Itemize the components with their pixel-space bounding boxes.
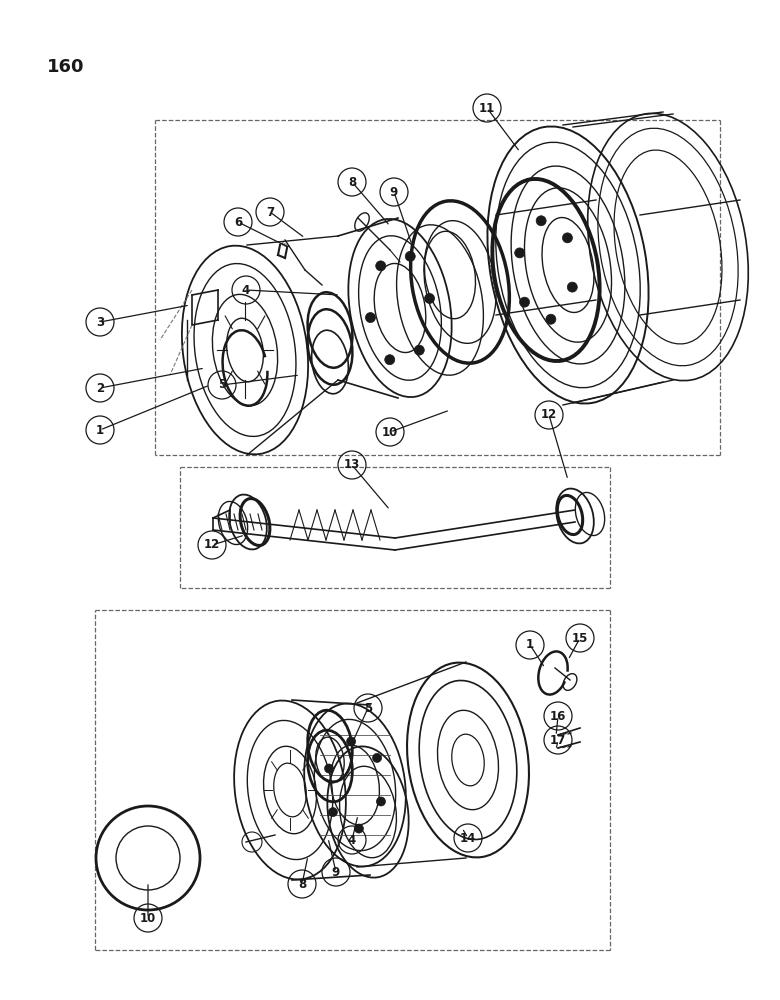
Circle shape (346, 737, 356, 746)
Text: 2: 2 (96, 381, 104, 394)
Text: 160: 160 (47, 58, 84, 76)
Circle shape (414, 345, 424, 355)
Circle shape (376, 261, 386, 271)
Circle shape (377, 797, 385, 806)
Text: 4: 4 (242, 284, 250, 296)
Circle shape (515, 248, 525, 258)
Text: 12: 12 (204, 538, 220, 552)
Text: 10: 10 (140, 912, 156, 924)
Circle shape (406, 251, 415, 261)
Circle shape (354, 824, 363, 833)
Text: 9: 9 (332, 865, 340, 879)
Text: 17: 17 (550, 734, 566, 746)
Text: 10: 10 (382, 426, 398, 438)
Text: 14: 14 (460, 832, 476, 844)
Text: 15: 15 (572, 632, 588, 645)
Circle shape (562, 233, 573, 243)
Text: 7: 7 (266, 206, 274, 219)
Circle shape (536, 216, 546, 226)
Text: 13: 13 (344, 458, 360, 472)
Circle shape (366, 313, 375, 323)
Text: 1: 1 (526, 639, 534, 652)
Text: 4: 4 (348, 834, 356, 846)
Text: 8: 8 (298, 878, 306, 890)
Text: 16: 16 (550, 710, 566, 722)
Circle shape (324, 764, 334, 773)
Text: 12: 12 (541, 408, 557, 422)
Circle shape (546, 314, 556, 324)
Text: 8: 8 (348, 176, 356, 188)
Text: 5: 5 (364, 702, 372, 714)
Text: 6: 6 (234, 216, 242, 229)
Text: 11: 11 (479, 102, 495, 114)
Circle shape (519, 297, 530, 307)
Circle shape (328, 808, 338, 817)
Circle shape (385, 355, 395, 365)
Text: 3: 3 (96, 316, 104, 328)
Text: 1: 1 (96, 424, 104, 436)
Circle shape (424, 293, 434, 303)
Text: 5: 5 (218, 378, 226, 391)
Text: 9: 9 (390, 186, 398, 198)
Circle shape (373, 753, 381, 762)
Circle shape (567, 282, 577, 292)
